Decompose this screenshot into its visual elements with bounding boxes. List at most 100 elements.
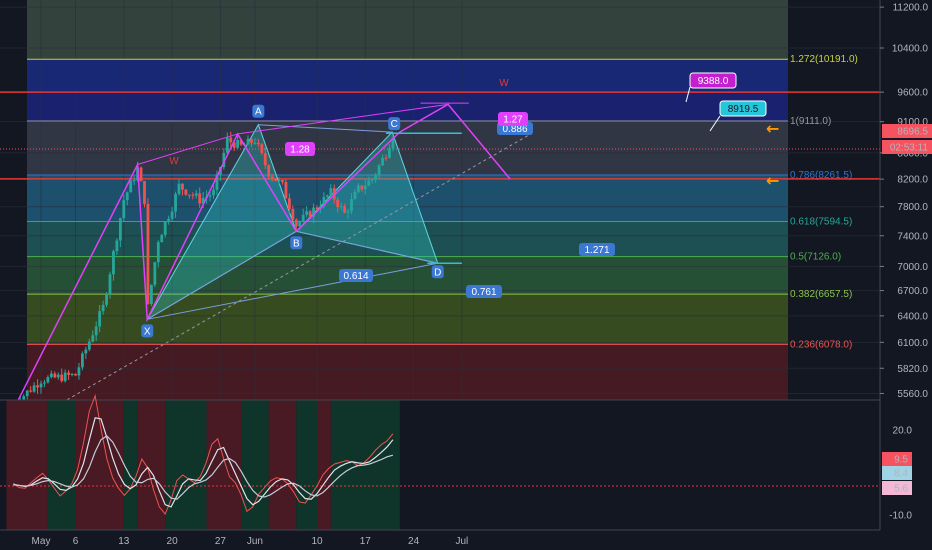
- candle-body: [294, 219, 298, 227]
- x-tick-label: 24: [408, 536, 420, 547]
- candle-body: [108, 274, 112, 295]
- candle-body: [263, 153, 267, 166]
- target-tag-8919-box: [719, 100, 767, 117]
- candle-body: [284, 181, 288, 199]
- candle-body: [305, 211, 309, 215]
- osc-tick-label: 20.0: [893, 426, 913, 437]
- y-tick-label: 7400.0: [897, 231, 928, 242]
- overlay-labels: X A B C D 0.614 0.886 1.271 0.761 W W 1.28 1.27 9388.…: [141, 72, 779, 338]
- osc-series-1: [13, 417, 394, 508]
- price-tag-box: [882, 140, 932, 154]
- candle-body: [177, 183, 181, 194]
- candle-body: [112, 251, 115, 275]
- point-label: D: [434, 267, 441, 278]
- candle-body: [260, 144, 264, 154]
- osc-band-6: [206, 400, 242, 530]
- ratio-1271-box: [579, 243, 615, 256]
- point-label: C: [391, 119, 398, 130]
- x-tick-label: 13: [118, 536, 130, 547]
- point-box: [388, 117, 401, 131]
- x-axis-bg: [0, 530, 932, 550]
- candle-body: [191, 194, 195, 196]
- fib-zone-1: [27, 59, 788, 93]
- fib-zone-4: [27, 175, 788, 222]
- point-box: [290, 236, 303, 250]
- candle-body: [143, 181, 146, 204]
- x-tick-label: 10: [311, 536, 323, 547]
- ratio-1271-text: 1.271: [584, 245, 609, 256]
- candle-body: [281, 180, 284, 182]
- candle-body: [201, 197, 205, 204]
- osc-value-text: 9.5: [894, 455, 908, 466]
- candle-body: [153, 262, 157, 285]
- ratio-tag-127: 1.27: [498, 112, 528, 126]
- y-tick-label: 9600.0: [897, 88, 928, 99]
- target-tag-9388-text: 9388.0: [698, 76, 729, 87]
- candle-body: [198, 193, 202, 204]
- candle-body: [208, 195, 212, 197]
- target-tag-8919-text: 8919.5: [728, 104, 759, 115]
- candle-body: [74, 373, 77, 376]
- pattern-ratio-line-1: [258, 124, 393, 133]
- y-tick-label: 10400.0: [892, 43, 929, 54]
- w-top-line-1: [137, 133, 238, 165]
- candle-body: [32, 385, 36, 392]
- osc-series-0: [13, 393, 394, 516]
- y-tick-label: 5560.0: [897, 389, 928, 400]
- candle-body: [43, 382, 46, 384]
- candle-body: [77, 367, 81, 376]
- fib-label-5: 0.382(6657.5): [790, 289, 852, 300]
- candle-body: [170, 211, 174, 219]
- fib-zone-6: [27, 256, 788, 295]
- candle-body: [222, 152, 226, 168]
- harmonic-pattern: [145, 123, 439, 321]
- candle-body: [118, 218, 122, 241]
- point-D: D: [431, 265, 444, 279]
- arrow-icon: ←: [766, 119, 779, 138]
- osc-band-0: [6, 400, 48, 530]
- candle-body: [256, 142, 260, 145]
- candle-body: [343, 206, 346, 213]
- y-tick-label: 5820.0: [897, 364, 928, 375]
- candle-body: [339, 206, 343, 208]
- candle-body: [225, 137, 229, 153]
- candle-body: [67, 372, 70, 375]
- candle-body: [298, 221, 302, 227]
- candle-body: [60, 374, 64, 382]
- ratio-0614-box: [339, 269, 373, 282]
- wave-path: [12, 103, 511, 410]
- ratio-0761-text: 0.761: [471, 287, 496, 298]
- target-tag-8919: 8919.5: [719, 100, 767, 117]
- w-top-line-2: [237, 103, 449, 135]
- arrow-icon: ←: [766, 171, 779, 190]
- candle-body: [325, 195, 329, 197]
- candle-body: [39, 383, 43, 388]
- pattern-ratio-line-2: [296, 230, 438, 264]
- point-box: [431, 265, 444, 279]
- candle-body: [236, 140, 240, 148]
- x-tick-label: 27: [215, 536, 227, 547]
- fib-zone-8: [27, 344, 788, 400]
- candle-body: [163, 221, 167, 235]
- candle-body: [232, 142, 236, 148]
- candle-body: [167, 218, 171, 222]
- ratio-tag-127-box: [498, 112, 528, 126]
- ratio-tag-128: 1.28: [285, 142, 315, 156]
- w-label-1: W: [169, 156, 179, 167]
- osc-band-8: [268, 400, 297, 530]
- ratio-tag-128-box: [285, 142, 315, 156]
- candle-body: [267, 165, 271, 177]
- point-C: C: [388, 117, 401, 131]
- target-tag-9388-box: [689, 72, 737, 89]
- point-A: A: [252, 104, 265, 118]
- fib-label-4: 0.5(7126.0): [790, 252, 841, 263]
- candle-body: [184, 189, 188, 195]
- candle-body: [98, 311, 102, 327]
- ratio-1271: 1.271: [579, 243, 615, 256]
- fib-zones: [27, 0, 880, 400]
- candle-body: [353, 191, 357, 200]
- osc-band-7: [241, 400, 269, 530]
- point-label: A: [255, 107, 262, 118]
- candle-body: [391, 138, 395, 149]
